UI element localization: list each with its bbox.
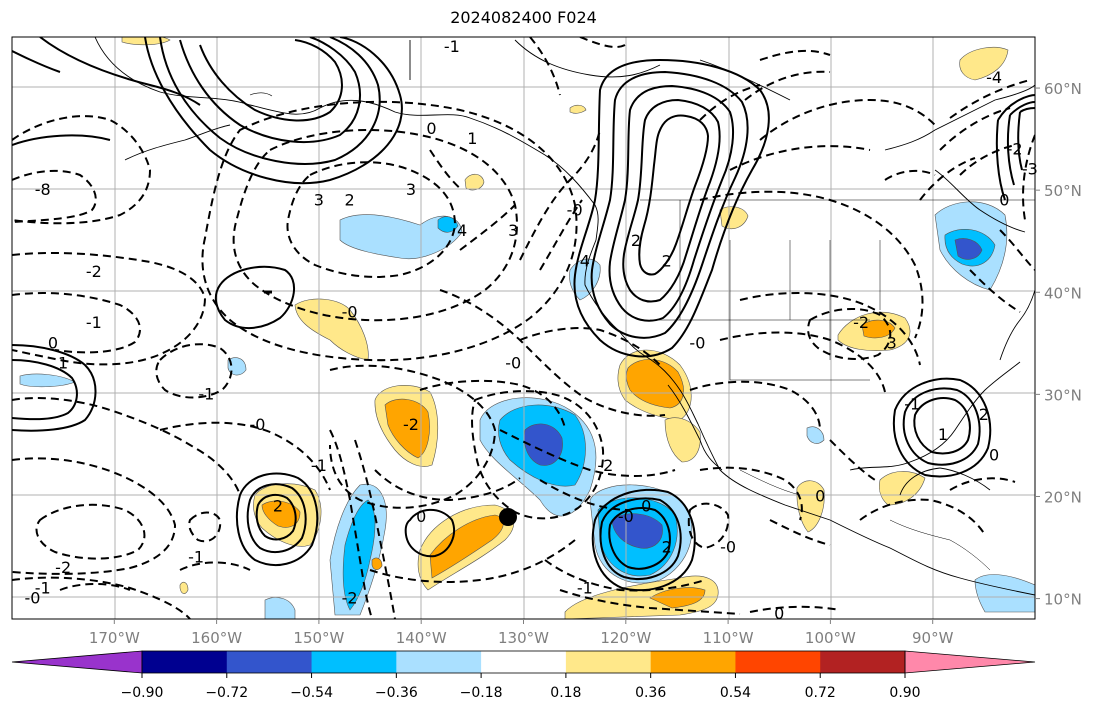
contour-label: -1 [311,456,327,475]
lon-tick-label: 170°W [89,629,140,647]
contour-label: 4 [580,252,590,271]
contour-label: 0 [989,446,999,465]
colorbar-segment [396,651,482,673]
contour-label: -0 [689,333,705,352]
contour-label: -2 [342,589,358,608]
colorbar-extend-max [904,650,1036,674]
colorbar-tick-label: 0.90 [889,685,920,701]
contour-label: -0 [618,507,634,526]
contour-label: -1 [198,384,214,403]
colorbar-tick-label: 0.36 [635,685,666,701]
colorbar-tick-label: 0.54 [720,685,751,701]
lon-tick-label: 150°W [293,629,344,647]
colorbar-segment [226,651,313,673]
contour-label: 3 [406,180,416,199]
contour-label: 2 [662,252,672,271]
colorbar-segment [820,651,906,673]
lat-tick-label: 30°N [1044,386,1082,404]
contour-label: 0 [999,190,1009,209]
contour-label: -2 [86,262,102,281]
contour-label: -1 [188,548,204,567]
contour-label: -2 [597,456,613,475]
colorbar-segment [311,651,397,673]
contour-label: -0 [342,303,358,322]
colorbar-tick-label: 0.18 [550,685,581,701]
colorbar: −0.90 −0.72 −0.54 −0.36 −0.18 0.18 0.36 0.54 0.7… [11,650,1036,701]
contour-label: 1 [58,354,68,373]
contour-label: 1 [467,129,477,148]
contour-label: 0 [416,507,426,526]
contour-label: 2 [344,190,354,209]
colorbar-tick-label: −0.54 [290,685,333,701]
colorbar-extend-min [11,650,143,674]
colorbar-frame [141,650,906,674]
contour-label: -2 [55,558,71,577]
contour-labels: -1-83 2-2-101-0-0-1-0 -2-12-1-2-1-00-2-20-… [24,37,1038,623]
contour-label: -2 [1007,139,1023,158]
lon-tick-label: 110°W [703,629,754,647]
storm-center-marker [499,508,517,526]
lat-tick-label: 10°N [1044,591,1082,609]
contour-label: 0 [48,333,58,352]
colorbar-tick-label: −0.90 [121,685,164,701]
lat-tick-label: 60°N [1044,80,1082,98]
graticule [12,37,1035,619]
contour-label: 2 [662,538,672,557]
contour-label: 2 [979,405,989,424]
colorbar-tick-label: −0.36 [375,685,418,701]
contour-label: 0 [641,497,651,516]
figure-title: 2024082400 F024 [450,8,597,27]
lon-tick-label: 140°W [396,629,447,647]
contour-label: -1 [444,37,460,56]
colorbar-segment [481,651,567,673]
contour-label: -1 [86,313,102,332]
colorbar-segment [735,651,821,673]
contour-label: -0 [720,538,736,557]
longitude-tick-labels: 170°W 160°W 150°W 140°W 130°W 120°W 110°W 100°W… [89,619,954,647]
lat-tick-label: 20°N [1044,488,1082,506]
contour-label: 3 [508,221,518,240]
contours-negative [12,37,1035,619]
contour-label: -0 [567,201,583,220]
contour-label: -0 [505,354,521,373]
contour-label: 2 [273,497,283,516]
colorbar-tick-label: −0.18 [460,685,503,701]
latitude-tick-labels: 60°N 50°N 40°N 30°N 20°N 10°N [1035,80,1082,609]
lon-tick-label: 90°W [912,629,954,647]
contour-label: 2 [631,231,641,250]
lon-tick-label: 130°W [498,629,549,647]
contour-label: -0 [250,415,266,434]
coastlines [94,37,1035,596]
colorbar-segment [565,651,652,673]
contour-label: -8 [35,180,51,199]
lat-tick-label: 40°N [1044,284,1082,302]
lon-tick-label: 100°W [805,629,856,647]
contour-label: 0 [426,119,436,138]
lon-tick-label: 160°W [191,629,242,647]
contour-label: -1 [577,578,593,597]
lon-tick-label: 120°W [600,629,651,647]
contour-label: -3 [1022,160,1038,179]
contour-label: -4 [986,68,1002,87]
contour-label: 0 [815,486,825,505]
contour-label: -1 [904,395,920,414]
contour-label: 3 [314,190,324,209]
contours-positive [12,37,1035,592]
contour-label: -2 [403,415,419,434]
lat-tick-label: 50°N [1044,182,1082,200]
contour-label: 1 [938,425,948,444]
contour-label: -0 [24,589,40,608]
contour-label: 3 [887,333,897,352]
colorbar-segment [142,651,228,673]
contour-label: 0 [774,604,784,623]
contour-label: -1 [35,578,51,597]
contour-label: -2 [853,313,869,332]
colorbar-tick-label: 0.72 [805,685,836,701]
colorbar-segment [650,651,736,673]
contour-label: 4 [457,221,467,240]
colorbar-tick-label: −0.72 [205,685,248,701]
